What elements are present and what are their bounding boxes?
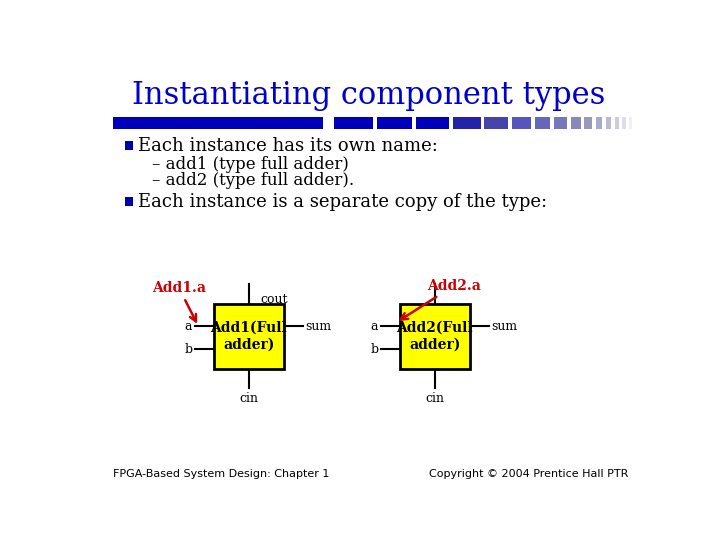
- Text: Each instance is a separate copy of the type:: Each instance is a separate copy of the …: [138, 193, 547, 211]
- Bar: [585, 117, 593, 129]
- Bar: [596, 117, 602, 129]
- Bar: [606, 117, 611, 129]
- Bar: [629, 117, 631, 129]
- Bar: [377, 117, 413, 129]
- Text: – add1 (type full adder): – add1 (type full adder): [152, 157, 349, 173]
- Text: cin: cin: [239, 392, 258, 405]
- Bar: [602, 117, 606, 129]
- Bar: [570, 117, 580, 129]
- Bar: [615, 117, 618, 129]
- Bar: [550, 117, 554, 129]
- Text: sum: sum: [305, 320, 332, 333]
- Bar: [214, 303, 284, 369]
- Bar: [330, 117, 334, 129]
- Text: Add1.a: Add1.a: [152, 281, 206, 321]
- Bar: [449, 117, 453, 129]
- Text: cin: cin: [426, 392, 444, 405]
- Bar: [611, 117, 615, 129]
- Bar: [125, 197, 133, 206]
- Text: Add2.a: Add2.a: [401, 279, 481, 320]
- Bar: [531, 117, 535, 129]
- Text: b: b: [184, 343, 192, 356]
- Bar: [125, 141, 133, 150]
- Bar: [113, 117, 323, 129]
- Bar: [416, 117, 449, 129]
- Text: a: a: [371, 320, 378, 333]
- Text: Copyright © 2004 Prentice Hall PTR: Copyright © 2004 Prentice Hall PTR: [429, 469, 629, 480]
- Bar: [453, 117, 481, 129]
- Text: Each instance has its own name:: Each instance has its own name:: [138, 137, 438, 154]
- Bar: [512, 117, 531, 129]
- Bar: [481, 117, 485, 129]
- Text: – add2 (type full adder).: – add2 (type full adder).: [152, 172, 354, 189]
- Bar: [508, 117, 512, 129]
- Text: sum: sum: [492, 320, 518, 333]
- Bar: [373, 117, 377, 129]
- Bar: [567, 117, 570, 129]
- Bar: [626, 117, 629, 129]
- Bar: [485, 117, 508, 129]
- Bar: [618, 117, 622, 129]
- Text: b: b: [370, 343, 378, 356]
- Bar: [622, 117, 626, 129]
- Bar: [535, 117, 550, 129]
- Bar: [413, 117, 416, 129]
- Text: cout: cout: [261, 293, 288, 306]
- Bar: [400, 303, 469, 369]
- Text: a: a: [185, 320, 192, 333]
- Bar: [593, 117, 596, 129]
- Text: Add2(Full
adder): Add2(Full adder): [397, 321, 473, 352]
- Bar: [554, 117, 567, 129]
- Bar: [580, 117, 585, 129]
- Text: Add1(Full
adder): Add1(Full adder): [210, 321, 287, 352]
- Bar: [334, 117, 373, 129]
- Text: Instantiating component types: Instantiating component types: [132, 80, 606, 111]
- Text: FPGA-Based System Design: Chapter 1: FPGA-Based System Design: Chapter 1: [113, 469, 330, 480]
